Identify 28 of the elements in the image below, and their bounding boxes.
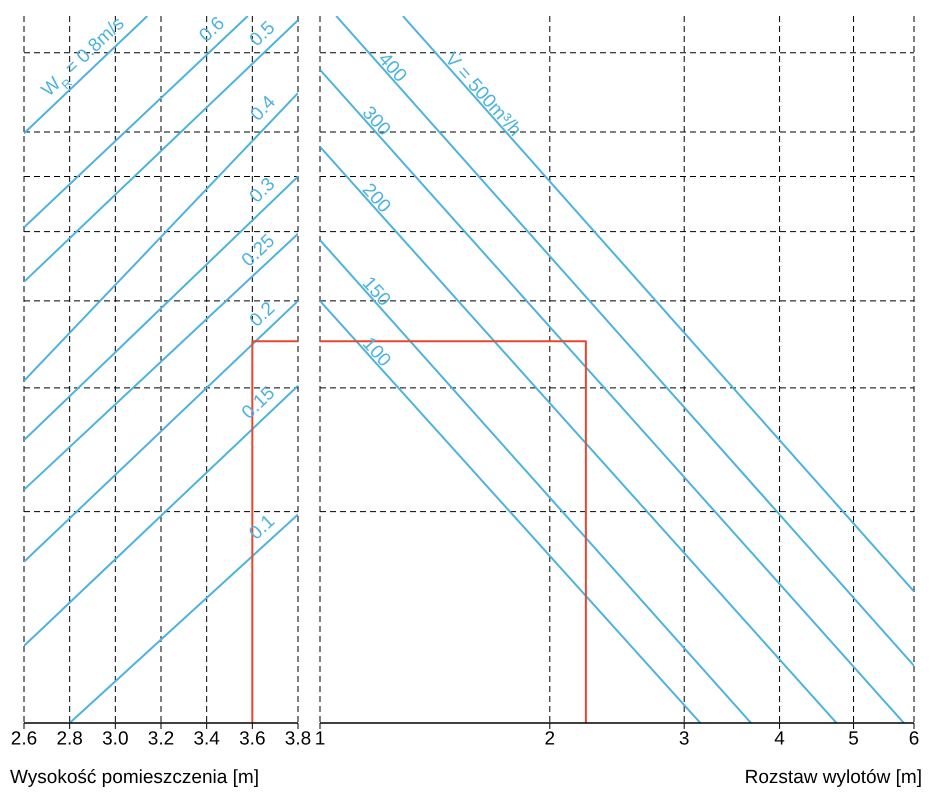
text: 0.4 bbox=[246, 91, 280, 126]
text: 0.5 bbox=[246, 17, 280, 51]
x-tick-label: 5 bbox=[848, 728, 859, 750]
text: 400 bbox=[374, 48, 411, 87]
x-tick-label: 3.6 bbox=[239, 728, 266, 750]
text: 0.25 bbox=[238, 230, 280, 272]
x-tick-label: 4 bbox=[774, 728, 786, 750]
text: 200 bbox=[358, 179, 395, 218]
text: 0.1 bbox=[245, 510, 280, 544]
x-tick-label: 2 bbox=[544, 728, 556, 750]
x-axis-title: Wysokość pomieszczenia [m] bbox=[9, 767, 260, 789]
x-tick-label: 2.6 bbox=[10, 728, 38, 750]
x-tick-label: 3.4 bbox=[193, 728, 220, 750]
x-axis-title: Rozstaw wylotów [m] bbox=[744, 767, 923, 789]
text: 0.15 bbox=[238, 382, 280, 424]
x-tick-label: 3.2 bbox=[148, 728, 174, 750]
x-tick-label: 6 bbox=[908, 728, 920, 750]
x-tick-label: 3 bbox=[678, 728, 690, 750]
text: 150 bbox=[358, 272, 394, 311]
text: 300 bbox=[358, 102, 395, 140]
x-tick-label: 1 bbox=[314, 728, 326, 750]
text: 0.6 bbox=[195, 12, 230, 46]
text: 100 bbox=[358, 333, 395, 372]
x-tick-label: 2.8 bbox=[56, 728, 83, 750]
x-tick-label: 3.0 bbox=[102, 728, 129, 750]
text: 0.2 bbox=[246, 298, 280, 332]
x-tick-label: 3.8 bbox=[284, 728, 312, 750]
text: 0.3 bbox=[246, 174, 280, 208]
